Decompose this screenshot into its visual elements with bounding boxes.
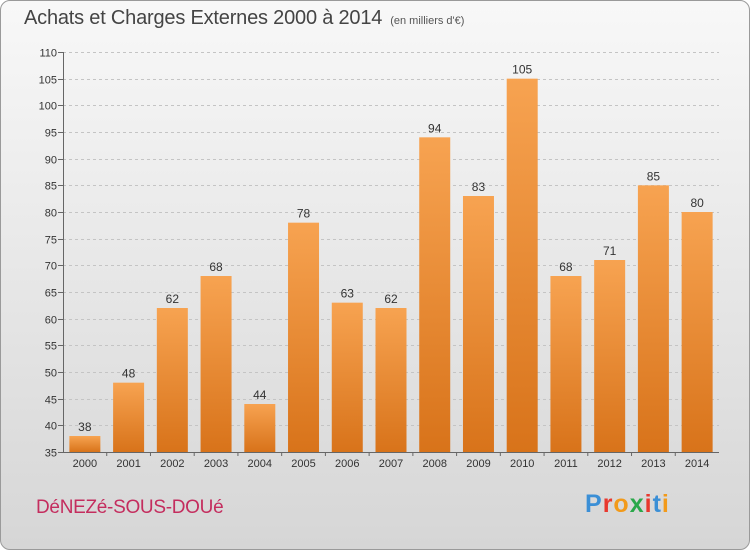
y-tick-label: 35 bbox=[45, 448, 57, 460]
proxiti-logo: Proxiti bbox=[585, 490, 670, 519]
x-tick-label: 2011 bbox=[554, 458, 578, 470]
y-tick-label: 60 bbox=[45, 315, 57, 327]
y-tick-label: 95 bbox=[45, 128, 57, 140]
logo-letter: i bbox=[644, 490, 653, 518]
bar-value-label: 68 bbox=[209, 260, 223, 274]
bar-value-label: 71 bbox=[603, 244, 617, 258]
y-tick-label: 70 bbox=[45, 261, 57, 273]
bar-value-labels: 38 48 62 68 44 78 63 62 94 83 105 68 71 85 80 bbox=[78, 63, 704, 434]
x-tick-label: 2006 bbox=[335, 458, 359, 470]
y-tick-label: 75 bbox=[45, 235, 57, 247]
bar-value-label: 63 bbox=[341, 287, 355, 301]
logo-letter: t bbox=[652, 490, 662, 518]
chart-title: Achats et Charges Externes 2000 à 2014 bbox=[24, 7, 383, 29]
x-tick-label: 2004 bbox=[248, 458, 272, 470]
x-tick-label: 2002 bbox=[160, 458, 184, 470]
town-name: DéNEZé-SOUS-DOUé bbox=[36, 497, 224, 518]
bar-value-label: 105 bbox=[512, 63, 532, 77]
bars bbox=[69, 78, 713, 453]
bar-2005 bbox=[288, 222, 320, 452]
bar-2000 bbox=[69, 436, 101, 452]
x-tick-label: 2013 bbox=[641, 458, 665, 470]
y-tick-label: 50 bbox=[45, 368, 57, 380]
y-tick-label: 90 bbox=[45, 155, 57, 167]
x-tick-label: 2005 bbox=[291, 458, 315, 470]
chart-header: Achats et Charges Externes 2000 à 2014 (e… bbox=[24, 7, 464, 30]
bar-2010 bbox=[506, 78, 538, 453]
bar-2004 bbox=[244, 404, 276, 452]
bar-2013 bbox=[637, 185, 669, 453]
y-tick-label: 55 bbox=[45, 341, 57, 353]
bar-value-label: 68 bbox=[559, 260, 573, 274]
bar-value-label: 62 bbox=[384, 292, 398, 306]
bar-value-label: 94 bbox=[428, 121, 442, 135]
y-tick-label: 110 bbox=[39, 48, 57, 60]
bar-value-label: 44 bbox=[253, 388, 267, 402]
bar-2006 bbox=[331, 302, 363, 452]
x-tick-label: 2001 bbox=[116, 458, 140, 470]
y-tick-label: 65 bbox=[45, 288, 57, 300]
y-tick-label: 40 bbox=[45, 421, 57, 433]
bar-2007 bbox=[375, 308, 407, 452]
logo-letter: P bbox=[585, 490, 603, 518]
logo-letter: o bbox=[613, 490, 630, 518]
chart-subtitle: (en milliers d'€) bbox=[390, 15, 465, 27]
x-tick-label: 2008 bbox=[422, 458, 446, 470]
bar-2014 bbox=[681, 212, 713, 452]
bar-2001 bbox=[113, 382, 145, 452]
bar-value-label: 38 bbox=[78, 420, 92, 434]
axes bbox=[63, 52, 719, 456]
bar-2009 bbox=[462, 196, 494, 452]
bar-2003 bbox=[200, 276, 232, 452]
y-tick-label: 105 bbox=[39, 75, 57, 87]
logo-letter: i bbox=[661, 490, 670, 518]
y-tick-label: 85 bbox=[45, 181, 57, 193]
x-tick-label: 2010 bbox=[510, 458, 534, 470]
bar-value-label: 83 bbox=[472, 180, 486, 194]
bar-2008 bbox=[419, 137, 451, 453]
bar-value-label: 78 bbox=[297, 207, 311, 221]
y-tick-label: 80 bbox=[45, 208, 57, 220]
x-tick-label: 2009 bbox=[466, 458, 490, 470]
bar-2011 bbox=[550, 276, 582, 452]
bar-value-label: 80 bbox=[690, 196, 704, 210]
x-tick-labels: 2000 2001 2002 2003 2004 2005 2006 2007 2008 2009… bbox=[73, 458, 710, 470]
logo-letter: x bbox=[629, 490, 645, 518]
logo-letter: r bbox=[602, 490, 614, 518]
bar-value-label: 62 bbox=[166, 292, 180, 306]
bar-value-label: 85 bbox=[647, 169, 661, 183]
x-tick-label: 2012 bbox=[597, 458, 621, 470]
y-tick-label: 100 bbox=[39, 101, 57, 113]
x-tick-label: 2014 bbox=[685, 458, 709, 470]
bar-value-label: 48 bbox=[122, 367, 136, 381]
bar-2002 bbox=[156, 308, 188, 452]
x-tick-label: 2007 bbox=[379, 458, 403, 470]
x-tick-label: 2000 bbox=[73, 458, 97, 470]
bar-2012 bbox=[594, 260, 626, 452]
x-tick-label: 2003 bbox=[204, 458, 228, 470]
y-tick-labels: 35 40 45 50 55 60 65 70 75 80 85 90 95 100 105 110 bbox=[39, 48, 57, 460]
y-tick-label: 45 bbox=[45, 395, 57, 407]
